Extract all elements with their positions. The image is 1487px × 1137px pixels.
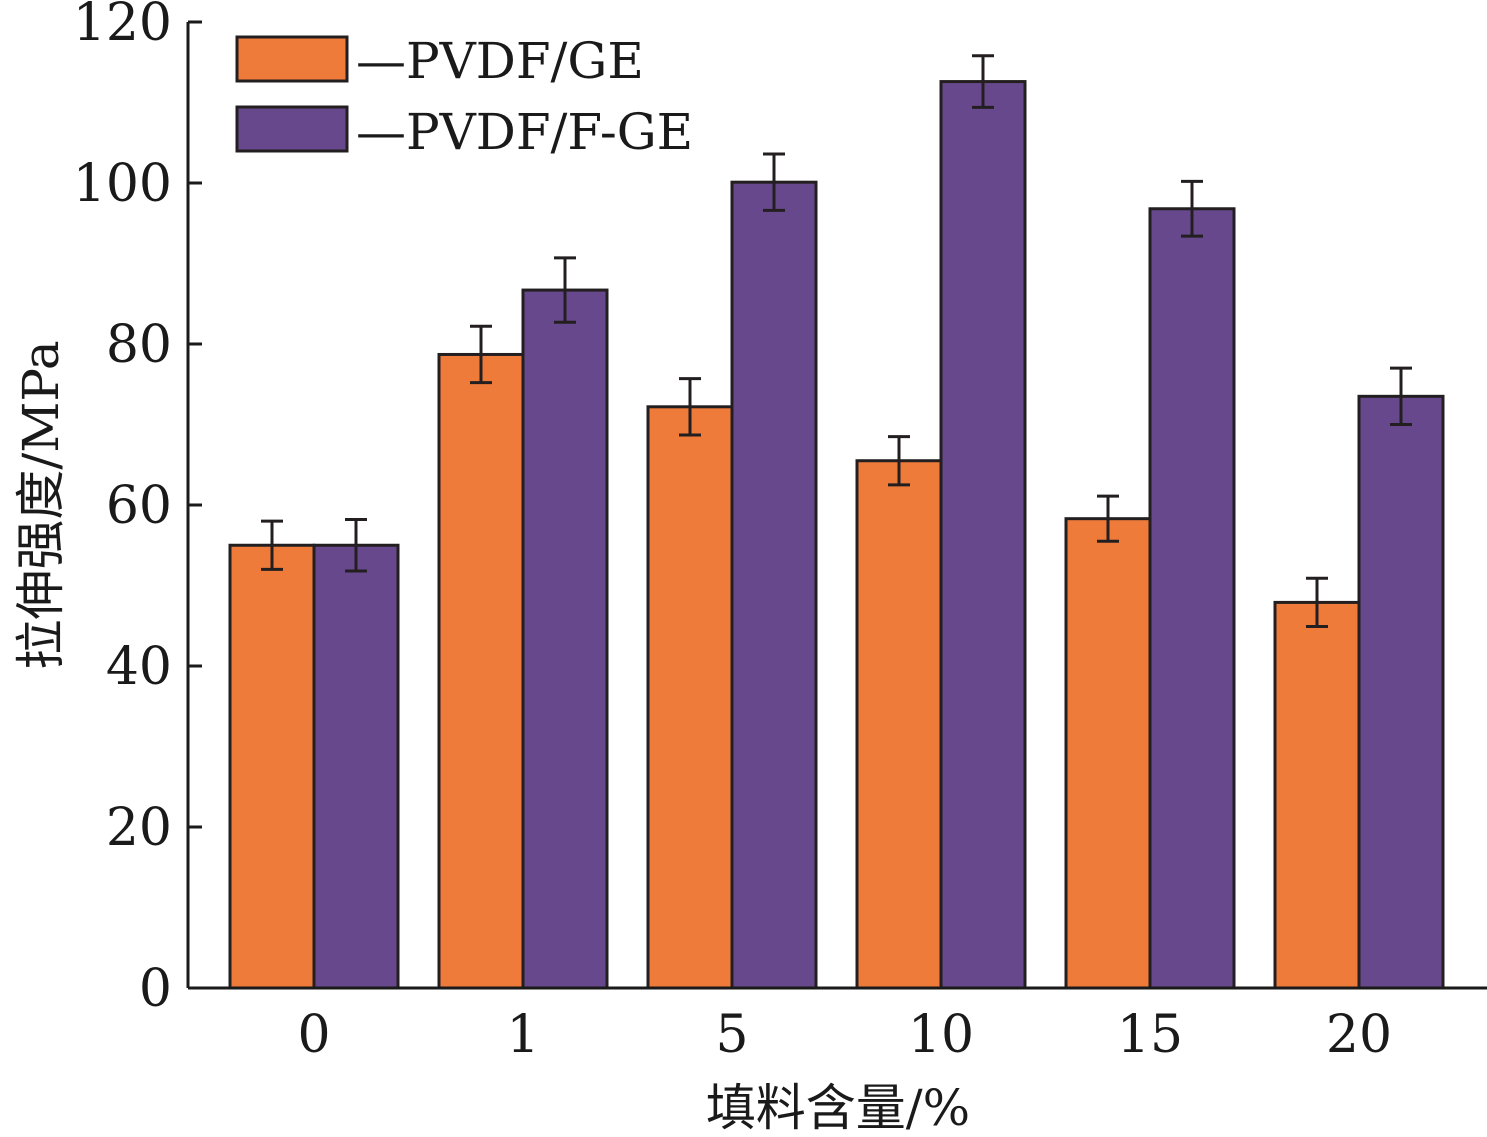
x-tick-label-10: 10: [908, 1005, 974, 1065]
y-axis-title: 拉伸强度/MPa: [12, 340, 70, 669]
legend-label-pvdf-f-ge: —PVDF/F-GE: [356, 103, 693, 161]
bar-s0-0: [228, 543, 316, 990]
bar-s1-5: [730, 180, 818, 990]
bar-s0-1: [437, 352, 525, 990]
legend-label-pvdf-ge: —PVDF/GE: [356, 32, 644, 90]
bar-s1-0: [312, 543, 400, 990]
legend-swatch-pvdf-f-ge: [235, 105, 349, 153]
y-tick-label-20: 20: [106, 798, 172, 858]
bars-layer: [228, 80, 1445, 990]
bar-s0-20: [1273, 600, 1361, 990]
y-tick-label-80: 80: [106, 315, 172, 375]
bar-s1-15: [1148, 207, 1236, 990]
bar-s0-5: [646, 405, 734, 990]
x-tick-label-20: 20: [1326, 1005, 1392, 1065]
x-tick-label-1: 1: [506, 1005, 539, 1065]
x-tick-label-15: 15: [1117, 1005, 1183, 1065]
y-tick-label-0: 0: [139, 959, 172, 1019]
y-ticks: 0 20 40 60 80 100 120: [73, 0, 202, 1019]
legend: —PVDF/GE —PVDF/F-GE: [235, 32, 693, 161]
error-bars-layer: [261, 54, 1412, 629]
x-ticks: 0 1 5 10 15 20: [297, 1005, 1392, 1065]
y-tick-label-100: 100: [73, 154, 172, 214]
bar-s0-10: [855, 459, 943, 990]
bar-s1-20: [1357, 394, 1445, 990]
y-tick-label-120: 120: [73, 0, 172, 53]
x-axis-title: 填料含量/%: [706, 1079, 970, 1137]
y-tick-label-40: 40: [106, 637, 172, 697]
bar-s1-1: [521, 288, 609, 990]
legend-swatch-pvdf-ge: [235, 35, 349, 83]
x-tick-label-5: 5: [715, 1005, 748, 1065]
bar-s0-15: [1064, 517, 1152, 990]
y-tick-label-60: 60: [106, 476, 172, 536]
x-tick-label-0: 0: [297, 1005, 330, 1065]
bar-s1-10: [939, 80, 1027, 990]
